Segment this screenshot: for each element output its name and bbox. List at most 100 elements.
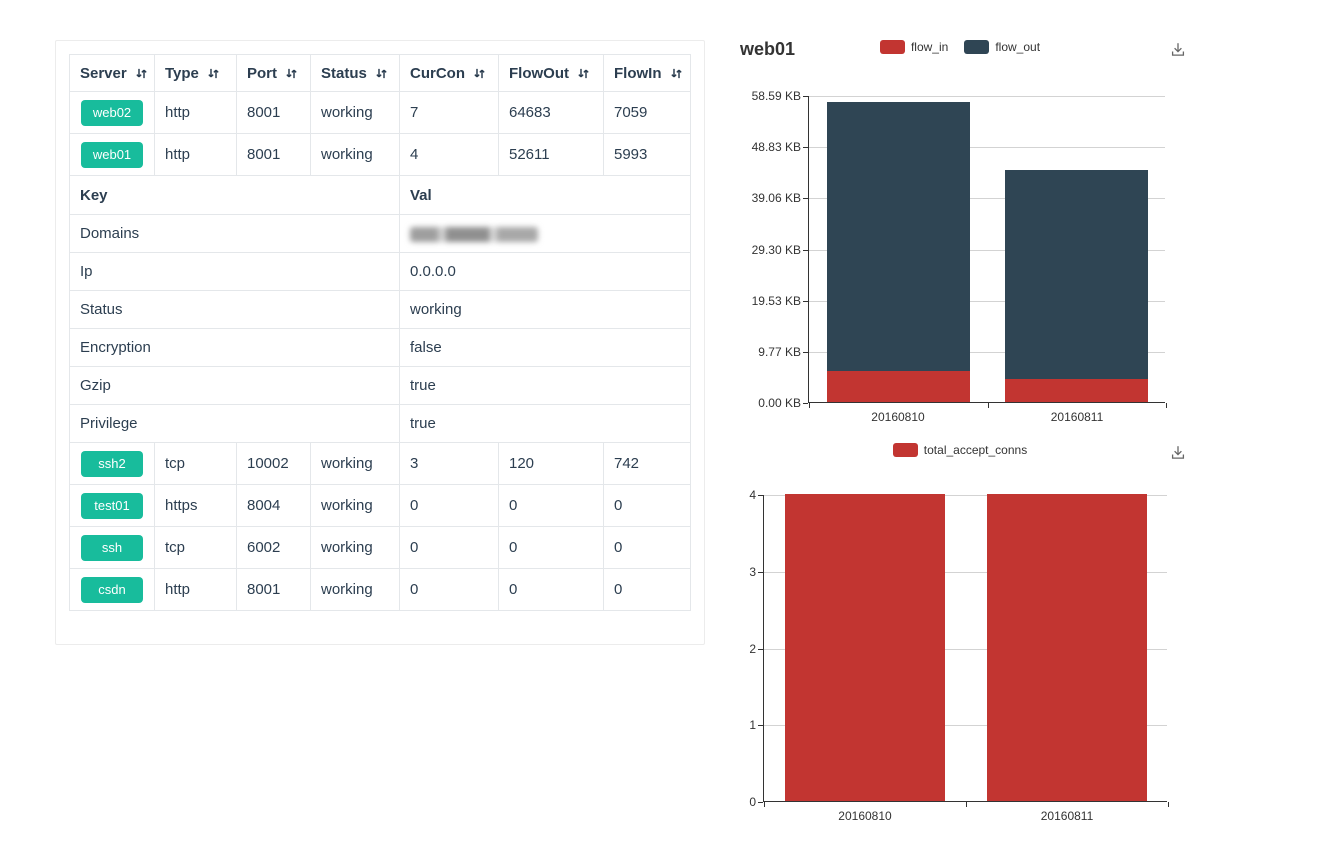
x-axis-label: 20160810 [838, 809, 892, 823]
chart-title: web01 [740, 39, 796, 59]
detail-row: Encryption false [69, 328, 691, 367]
table-cell: working [310, 484, 400, 527]
detail-val: working [399, 290, 691, 329]
y-axis-label: 2 [749, 642, 756, 656]
server-badge[interactable]: csdn [81, 576, 143, 603]
y-axis-label: 29.30 KB [751, 243, 801, 257]
table-cell: 0 [603, 484, 691, 527]
table-cell: ssh [69, 526, 155, 569]
y-axis-label: 0 [749, 795, 756, 809]
gridline [764, 572, 1167, 573]
gridline [764, 725, 1167, 726]
download-icon[interactable] [1169, 444, 1187, 462]
x-axis-label: 20160811 [1040, 809, 1094, 823]
detail-val [399, 214, 691, 253]
table-row: csdn http 8001 working 0 0 0 [69, 568, 691, 611]
y-axis-label: 0.00 KB [758, 396, 801, 410]
column-header-server[interactable]: Server [69, 54, 155, 92]
column-header-flowout[interactable]: FlowOut [498, 54, 604, 92]
column-header-type[interactable]: Type [154, 54, 237, 92]
table-cell: working [310, 442, 400, 485]
server-badge[interactable]: web01 [81, 141, 143, 168]
x-axis-label: 20160811 [1050, 410, 1104, 424]
download-icon[interactable] [1169, 41, 1187, 59]
table-cell: test01 [69, 484, 155, 527]
bar-flow_out[interactable] [827, 102, 970, 371]
table-cell: working [310, 568, 400, 611]
column-header-label: FlowIn [614, 64, 662, 82]
column-header-flowin[interactable]: FlowIn [603, 54, 691, 92]
legend-swatch [964, 40, 990, 54]
detail-val-header: Val [399, 175, 691, 215]
conns-chart: total_accept_conns 0 1 2 3 4 20160810 20160811 [730, 433, 1190, 838]
detail-row: Privilege true [69, 404, 691, 443]
bar-total_accept_conns[interactable] [987, 494, 1147, 801]
table-cell: csdn [69, 568, 155, 611]
sort-icon [208, 68, 219, 78]
table-cell: http [154, 91, 237, 134]
y-axis-label: 39.06 KB [751, 191, 801, 205]
server-badge[interactable]: web02 [81, 99, 143, 126]
x-axis-tick [1166, 403, 1167, 408]
x-axis-tick [966, 802, 967, 807]
table-cell: 0 [498, 568, 604, 611]
table-cell: web01 [69, 133, 155, 176]
x-axis-tick [764, 802, 765, 807]
column-header-port[interactable]: Port [236, 54, 311, 92]
legend-item-total_accept_conns[interactable]: total_accept_conns [892, 443, 1028, 457]
chart-legend: flow_in flow_out [730, 40, 1190, 54]
x-axis-tick [809, 403, 810, 408]
table-cell: 0 [498, 484, 604, 527]
y-axis-tick [803, 147, 808, 148]
table-cell: 5993 [603, 133, 691, 176]
y-axis-tick [803, 96, 808, 97]
server-table: Server Type Port Status CurCon FlowOut F… [69, 54, 691, 611]
table-cell: 4 [399, 133, 499, 176]
y-axis-tick [758, 725, 763, 726]
table-cell: working [310, 91, 400, 134]
gridline [764, 495, 1167, 496]
table-cell: http [154, 568, 237, 611]
table-cell: 6002 [236, 526, 311, 569]
y-axis-label: 3 [749, 565, 756, 579]
gridline [809, 250, 1165, 251]
bar-flow_in[interactable] [1005, 379, 1148, 402]
table-cell: 8001 [236, 568, 311, 611]
server-badge[interactable]: ssh2 [81, 450, 143, 477]
table-cell: working [310, 526, 400, 569]
sort-icon [136, 68, 147, 78]
table-cell: https [154, 484, 237, 527]
table-row: test01 https 8004 working 0 0 0 [69, 484, 691, 527]
column-header-status[interactable]: Status [310, 54, 400, 92]
bar-flow_in[interactable] [827, 371, 970, 402]
table-cell: 0 [603, 568, 691, 611]
column-header-curcon[interactable]: CurCon [399, 54, 499, 92]
chart-legend: total_accept_conns [730, 443, 1190, 457]
table-row: web02 http 8001 working 7 64683 7059 [69, 91, 691, 134]
server-badge[interactable]: test01 [81, 492, 143, 519]
legend-item-flow_in[interactable]: flow_in [879, 40, 948, 54]
column-header-label: Server [80, 64, 127, 82]
legend-item-flow_out[interactable]: flow_out [964, 40, 1040, 54]
y-axis-label: 9.77 KB [758, 345, 801, 359]
table-header-row: Server Type Port Status CurCon FlowOut F… [69, 54, 691, 92]
detail-val: true [399, 404, 691, 443]
table-cell: http [154, 133, 237, 176]
detail-header-row: Key Val [69, 175, 691, 215]
table-cell: 7059 [603, 91, 691, 134]
table-row: ssh tcp 6002 working 0 0 0 [69, 526, 691, 569]
table-cell: 0 [399, 526, 499, 569]
table-row: web01 http 8001 working 4 52611 5993 [69, 133, 691, 176]
detail-key: Domains [69, 214, 400, 253]
bar-chart-plot: 0.00 KB 9.77 KB 19.53 KB 29.30 KB 39.06 KB 48… [752, 89, 1167, 424]
bar-flow_out[interactable] [1005, 170, 1148, 379]
bar-total_accept_conns[interactable] [785, 494, 945, 801]
detail-key-header: Key [69, 175, 400, 215]
server-badge[interactable]: ssh [81, 534, 143, 561]
masked-domain-value [410, 226, 538, 242]
table-cell: tcp [154, 526, 237, 569]
y-axis-tick [803, 250, 808, 251]
legend-label: total_accept_conns [923, 443, 1028, 457]
detail-row: Domains [69, 214, 691, 253]
table-cell: 10002 [236, 442, 311, 485]
